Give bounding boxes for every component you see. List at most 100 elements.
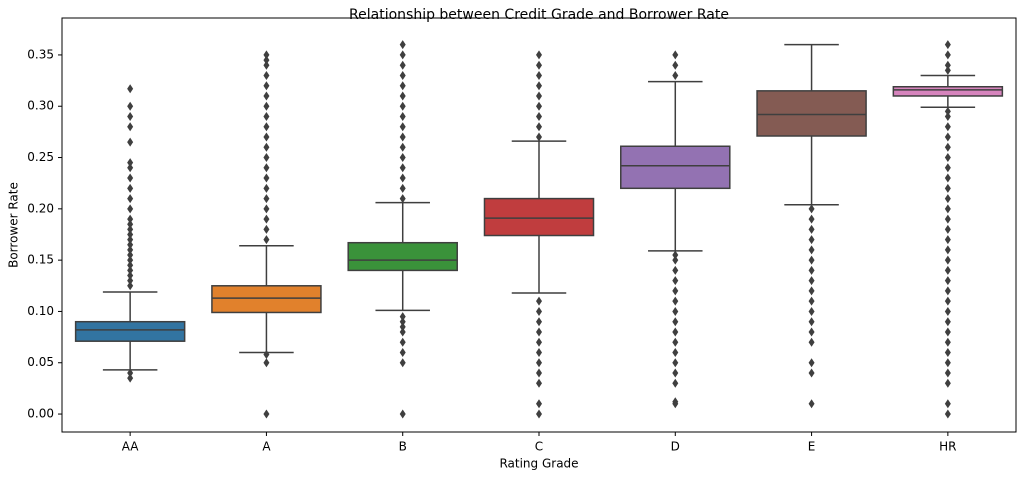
- outlier: [672, 337, 679, 347]
- outlier: [944, 378, 951, 388]
- outlier: [944, 142, 951, 152]
- outlier: [127, 224, 134, 234]
- outlier: [263, 55, 270, 65]
- box: [483, 197, 595, 237]
- outlier: [399, 163, 406, 173]
- outlier: [672, 306, 679, 316]
- outlier: [399, 347, 406, 357]
- outlier: [263, 101, 270, 111]
- outlier: [944, 368, 951, 378]
- outlier: [808, 368, 815, 378]
- outlier: [944, 163, 951, 173]
- outlier: [944, 111, 951, 121]
- y-axis-label: Borrower Rate: [7, 182, 21, 268]
- outlier: [127, 255, 134, 265]
- box: [74, 320, 186, 342]
- outlier: [263, 70, 270, 80]
- outlier: [944, 276, 951, 286]
- outlier: [127, 265, 134, 275]
- outlier: [536, 358, 542, 368]
- outlier: [536, 101, 542, 111]
- outlier: [127, 260, 134, 270]
- outlier: [127, 276, 134, 286]
- outlier: [808, 265, 815, 275]
- outlier: [944, 40, 951, 50]
- y-tick-label: 0.20: [27, 201, 54, 215]
- outlier: [672, 296, 679, 306]
- outlier: [944, 214, 951, 224]
- outlier: [536, 50, 542, 60]
- outlier: [808, 235, 815, 245]
- outlier: [672, 255, 679, 265]
- outlier: [536, 81, 542, 91]
- outlier: [672, 347, 679, 357]
- outlier: [808, 296, 815, 306]
- box: [620, 145, 731, 190]
- outlier: [672, 378, 679, 388]
- x-tick-label: AA: [122, 440, 140, 454]
- outlier: [944, 122, 951, 132]
- outlier: [672, 276, 679, 286]
- outlier: [944, 106, 951, 116]
- outlier: [672, 397, 679, 407]
- outlier: [672, 50, 679, 60]
- outlier: [672, 358, 679, 368]
- y-tick-label: 0.10: [27, 304, 54, 318]
- outlier: [944, 409, 951, 419]
- outlier: [263, 81, 270, 91]
- outlier: [944, 173, 951, 183]
- outlier: [944, 235, 951, 245]
- outlier: [672, 327, 679, 337]
- outlier: [808, 255, 815, 265]
- box: [756, 90, 867, 137]
- outlier: [127, 271, 134, 281]
- outlier: [808, 214, 815, 224]
- x-tick-label: A: [262, 440, 271, 454]
- outlier: [808, 224, 815, 234]
- outlier: [808, 337, 815, 347]
- outlier: [808, 276, 815, 286]
- outlier: [536, 91, 542, 101]
- outlier: [944, 224, 951, 234]
- outlier: [263, 122, 270, 132]
- outlier: [127, 235, 134, 245]
- box: [347, 241, 458, 272]
- outlier: [263, 183, 270, 193]
- outlier: [672, 368, 679, 378]
- outlier: [263, 194, 270, 204]
- outlier: [808, 245, 815, 255]
- outlier: [672, 317, 679, 327]
- outlier: [536, 327, 542, 337]
- outlier: [399, 142, 406, 152]
- outlier: [672, 60, 679, 70]
- plot-frame: [61, 17, 1017, 433]
- outlier: [263, 173, 270, 183]
- outlier: [944, 337, 951, 347]
- outlier: [263, 358, 270, 368]
- outlier: [399, 81, 406, 91]
- outlier: [127, 219, 134, 229]
- outlier: [399, 317, 406, 327]
- outlier: [127, 245, 134, 255]
- outlier: [536, 368, 542, 378]
- outlier: [808, 204, 815, 214]
- outlier: [536, 132, 542, 142]
- outlier: [944, 327, 951, 337]
- x-tick-label: E: [808, 440, 816, 454]
- outlier: [944, 296, 951, 306]
- outlier: [399, 183, 406, 193]
- outlier: [263, 153, 270, 163]
- outlier: [399, 153, 406, 163]
- outlier: [536, 409, 542, 419]
- outlier: [127, 101, 134, 111]
- outlier: [399, 132, 406, 142]
- outlier: [808, 286, 815, 296]
- outlier: [263, 163, 270, 173]
- outlier: [263, 350, 270, 360]
- outlier: [536, 306, 542, 316]
- outlier: [263, 142, 270, 152]
- outlier: [672, 250, 679, 260]
- outlier: [672, 265, 679, 275]
- outlier: [536, 60, 542, 70]
